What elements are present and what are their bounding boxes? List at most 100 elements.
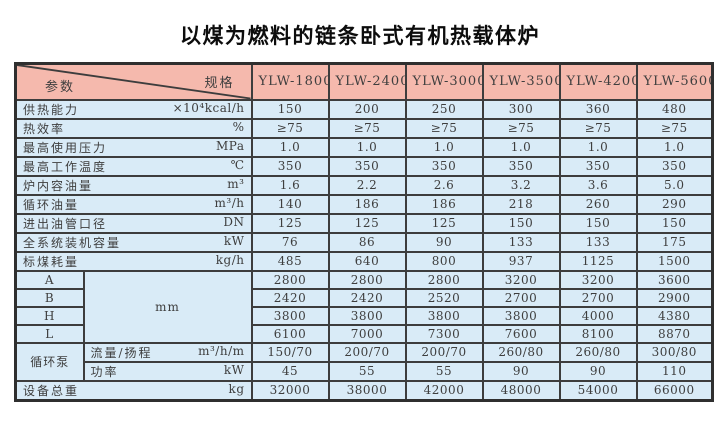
model-header: YLW-3500 [481,62,561,101]
model-header: YLW-2400 [327,62,407,101]
param-label: 炉内容油量 [23,178,94,193]
table-row-heating-capacity: 供热能力 ×10⁴kcal/h 150 200 250 300 360 480 [14,98,714,120]
value-cell: 150 [250,98,330,120]
param-cell: 进出油管口径 DN [14,212,253,234]
value-cell: 2420 [327,287,407,308]
diagonal-line [17,65,250,98]
dims-unit-cell: mm [82,269,253,344]
value-cell: 640 [327,250,407,272]
value-cell: 1125 [558,250,638,272]
value-cell: 7000 [327,323,407,344]
value-cell: 125 [250,212,330,234]
value-cell: 1.0 [635,136,714,158]
param-cell: 循环油量 m³/h [14,193,253,215]
param-unit: ×10⁴kcal/h [172,100,245,115]
value-cell: 350 [558,155,638,177]
value-cell: 200/70 [327,341,407,363]
model-header: YLW-5600 [635,62,714,101]
value-cell: 150 [635,212,714,234]
value-cell: 350 [404,155,484,177]
value-cell: 290 [635,193,714,215]
param-unit: kg/h [215,252,245,267]
value-cell: 360 [558,98,638,120]
value-cell: ≥75 [558,117,638,139]
value-cell: 2.6 [404,174,484,196]
value-cell: 350 [481,155,561,177]
table-row-max-temperature: 最高工作温度 ℃ 350 350 350 350 350 350 [14,155,714,177]
value-cell: 3.6 [558,174,638,196]
value-cell: 54000 [558,379,638,401]
value-cell: 90 [558,360,638,382]
value-cell: 200/70 [404,341,484,363]
value-cell: 800 [404,250,484,272]
value-cell: 2420 [250,287,330,308]
value-cell: 150 [481,212,561,234]
value-cell: 260 [558,193,638,215]
value-cell: 2800 [250,269,330,290]
value-cell: 38000 [327,379,407,401]
value-cell: 350 [635,155,714,177]
value-cell: 1.0 [558,136,638,158]
value-cell: 125 [404,212,484,234]
value-cell: 2700 [558,287,638,308]
table-row-thermal-efficiency: 热效率 % ≥75 ≥75 ≥75 ≥75 ≥75 ≥75 [14,117,714,139]
value-cell: 218 [481,193,561,215]
param-unit: % [232,119,245,134]
value-cell: 2800 [404,269,484,290]
dim-label: H [14,305,85,326]
table-row-pump-power: 功率 kW 45 55 55 90 90 110 [16,360,714,382]
model-header: YLW-4200 [558,62,638,101]
param-unit: kW [223,233,245,248]
page-title: 以煤为燃料的链条卧式有机热载体炉 [180,24,540,48]
table-row-dim-b: B 2420 2420 2520 2700 2700 2900 [14,287,714,308]
value-cell: 133 [481,231,561,253]
value-cell: 8870 [635,323,714,344]
param-unit: kg [228,381,245,396]
value-cell: 90 [481,360,561,382]
value-cell: 110 [635,360,714,382]
param-cell: 最高工作温度 ℃ [14,155,253,177]
param-label: 进出油管口径 [23,216,108,231]
value-cell: 1.0 [404,136,484,158]
table-row-installed-capacity: 全系统装机容量 kW 76 86 90 133 133 175 [14,231,714,253]
value-cell: 7300 [404,323,484,344]
table-row-dim-l: L 6100 7000 7300 7600 8100 8870 [14,323,714,344]
value-cell: 8100 [558,323,638,344]
param-unit: DN [223,214,245,229]
param-unit: m³/h/m [198,343,245,358]
value-cell: 150 [558,212,638,234]
value-cell: 1500 [635,250,714,272]
table-row-dim-a: A mm 2800 2800 2800 3200 3200 3600 [14,269,714,344]
param-cell: 供热能力 ×10⁴kcal/h [14,98,253,120]
value-cell: 1.0 [327,136,407,158]
param-unit: MPa [216,138,245,153]
param-cell: 全系统装机容量 kW [14,231,253,253]
value-cell: 150/70 [250,341,330,363]
value-cell: 7600 [481,323,561,344]
value-cell: 32000 [250,379,330,401]
value-cell: 300/80 [635,341,714,363]
param-unit: ℃ [230,157,245,172]
value-cell: 1.0 [250,136,330,158]
table-row-pump-flow: 循环泵 流量/扬程 m³/h/m 150/70 200/70 200/70 26… [14,341,714,382]
value-cell: 4380 [635,305,714,326]
value-cell: ≥75 [404,117,484,139]
value-cell: ≥75 [250,117,330,139]
param-unit: kW [223,362,245,377]
param-label: 供热能力 [23,102,80,117]
value-cell: 3.2 [481,174,561,196]
table-row-oil-volume: 炉内容油量 m³ 1.6 2.2 2.6 3.2 3.6 5.0 [14,174,714,196]
value-cell: 3600 [635,269,714,290]
value-cell: 260/80 [558,341,638,363]
value-cell: 937 [481,250,561,272]
param-cell: 功率 kW [82,360,253,382]
dim-label: L [14,323,85,344]
corner-label-spec: 规格 [204,76,235,91]
model-header: YLW-3000 [404,62,484,101]
param-label: 热效率 [23,121,66,136]
param-label: 流量/扬程 [90,345,153,360]
table-row-pipe-diameter: 进出油管口径 DN 125 125 125 150 150 150 [14,212,714,234]
value-cell: 175 [635,231,714,253]
value-cell: 1.6 [250,174,330,196]
